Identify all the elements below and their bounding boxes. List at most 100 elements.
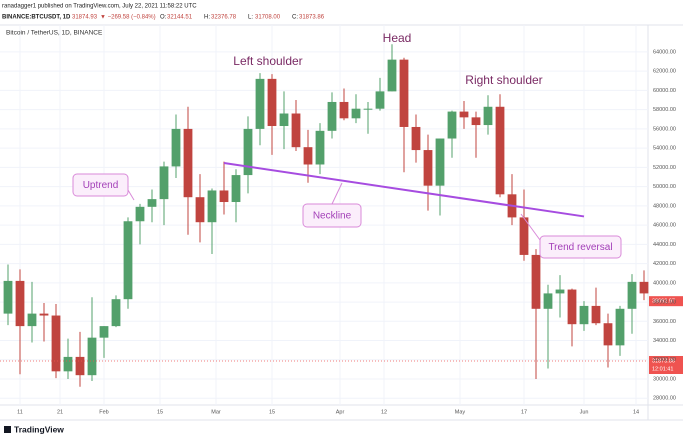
ohlc-value: 31873.86 <box>299 15 325 21</box>
y-tick-label: 42000.00 <box>653 261 676 267</box>
candle-body <box>27 313 37 327</box>
candle-body <box>111 299 121 327</box>
candle-body <box>63 356 73 372</box>
y-tick-label: 62000.00 <box>653 69 676 75</box>
trend-reversal-callout: Trend reversal <box>548 242 612 253</box>
y-tick-label: 46000.00 <box>653 223 676 229</box>
price-tag-box <box>649 296 683 307</box>
neckline-callout: Neckline <box>313 211 352 222</box>
x-tick-label: 17 <box>521 409 527 415</box>
brand: TradingView <box>14 424 64 434</box>
candle-body <box>471 117 481 126</box>
candle-body <box>171 128 181 167</box>
candle-body <box>495 106 505 195</box>
candle-body <box>627 281 637 309</box>
candle-body <box>399 59 409 127</box>
candle-body <box>207 190 217 223</box>
candle-body <box>615 308 625 346</box>
candle-body <box>639 281 649 294</box>
y-tick-label: 44000.00 <box>653 242 676 248</box>
y-tick-label: 52000.00 <box>653 165 676 171</box>
candle-body <box>387 59 397 92</box>
x-tick-label: Mar <box>211 409 221 415</box>
y-tick-label: 60000.00 <box>653 88 676 94</box>
x-tick-label: 14 <box>633 409 639 415</box>
candle-body <box>303 147 313 165</box>
candle-body <box>15 280 25 327</box>
trend-reversal-box <box>539 235 622 259</box>
candle-body <box>411 126 421 151</box>
y-tick-label: 50000.00 <box>653 184 676 190</box>
y-tick-label: 28000.00 <box>653 396 676 402</box>
candle-body <box>351 108 361 119</box>
candle-body <box>279 113 289 127</box>
uptrend-callout: Uptrend <box>83 180 119 191</box>
candle-body <box>579 305 589 325</box>
candle-body <box>375 91 385 109</box>
ohlc-label: O: <box>160 15 167 21</box>
ohlc-value: 32144.51 <box>167 15 193 21</box>
chart-title: Bitcoin / TetherUS, 1D, BINANCE <box>6 30 103 37</box>
candle-body <box>183 128 193 198</box>
candle-body <box>39 313 49 316</box>
neckline <box>223 162 585 218</box>
uptrend-connector <box>127 189 135 201</box>
candle-body <box>267 78 277 127</box>
candle-body <box>75 356 85 376</box>
y-tick-label: 36000.00 <box>653 319 676 325</box>
ohlc-value: 31708.00 <box>255 15 281 21</box>
x-tick-label: 12 <box>381 409 387 415</box>
left-shoulder-label: Left shoulder <box>233 54 302 68</box>
x-tick-label: 15 <box>269 409 275 415</box>
right-shoulder-label: Right shoulder <box>465 73 542 87</box>
candle-body <box>231 175 241 203</box>
y-tick-label: 56000.00 <box>653 126 676 132</box>
candle-body <box>447 111 457 139</box>
candle-body <box>519 217 529 255</box>
candle-body <box>135 206 145 222</box>
candle-body <box>291 113 301 148</box>
candle-body <box>423 150 433 186</box>
y-tick-label: 38000.00 <box>653 300 676 306</box>
candle-body <box>123 221 133 300</box>
candle-body <box>219 190 229 203</box>
reversal-connector <box>520 213 541 241</box>
candles <box>3 44 649 387</box>
ohlc-label: H: <box>204 15 210 21</box>
y-tick-label: 40000.00 <box>653 280 676 286</box>
y-tick-label: 30000.00 <box>653 376 676 382</box>
candle-body <box>51 315 61 372</box>
head-label: Head <box>383 31 412 45</box>
y-tick-label: 54000.00 <box>653 146 676 152</box>
ohlc-label: C: <box>292 15 298 21</box>
candle-body <box>363 108 373 110</box>
price: 31874.93 <box>72 15 98 21</box>
ohlc-value: 32376.78 <box>211 15 237 21</box>
candle-body <box>159 166 169 200</box>
candle-body <box>327 101 337 131</box>
symbol: BINANCE:BTCUSDT, 1D <box>2 15 71 21</box>
published: ranadagger1 published on TradingView.com… <box>2 4 197 10</box>
y-tick-label: 32000.00 <box>653 357 676 363</box>
x-tick-label: 15 <box>157 409 163 415</box>
logo: TradingView <box>4 424 64 434</box>
last-price-box <box>649 355 683 374</box>
candle-body <box>3 280 13 314</box>
candle-body <box>567 289 577 325</box>
candle-body <box>603 323 613 346</box>
neckline-box <box>302 203 362 228</box>
last-price: 31873.86 <box>652 358 675 364</box>
x-tick-label: Apr <box>336 409 345 415</box>
y-tick-label: 58000.00 <box>653 107 676 113</box>
y-tick-label: 64000.00 <box>653 49 676 55</box>
candle-body <box>243 128 253 176</box>
candle-body <box>255 78 265 129</box>
annotations: 38092.97 31873.86 12:01:41 <box>0 162 683 374</box>
y-tick-label: 34000.00 <box>653 338 676 344</box>
y-tick-label: 48000.00 <box>653 203 676 209</box>
candle-body <box>483 106 493 126</box>
x-tick-label: 21 <box>57 409 63 415</box>
price-tag: 38092.97 <box>652 299 675 305</box>
candle-body <box>315 130 325 165</box>
x-tick-label: 11 <box>17 409 23 415</box>
